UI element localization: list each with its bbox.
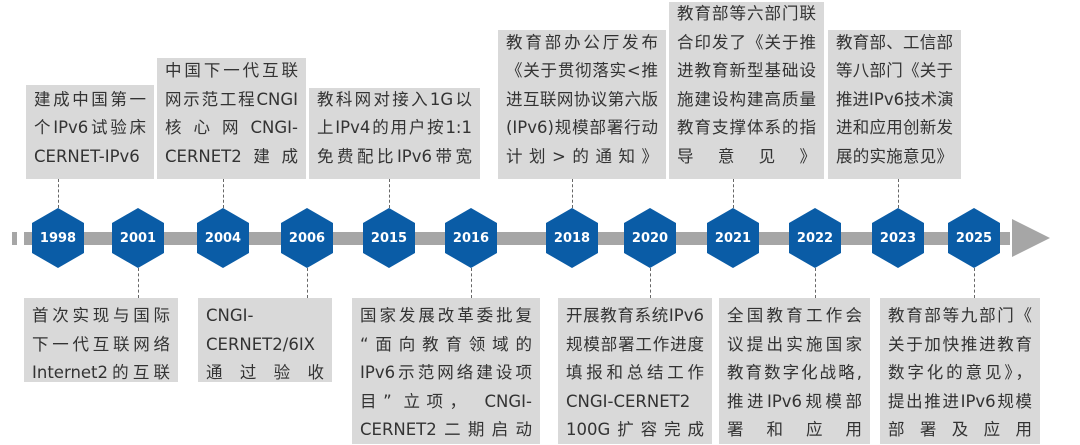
event-text-line: CERNET2二期启动 [360, 420, 532, 439]
event-text-line: 进和应用创新发 [836, 118, 953, 137]
event-text-line: 核 心 网 CNGI- [165, 118, 298, 137]
event-text-line: 提出推进IPv6规模 [888, 391, 1032, 411]
year-marker-2022: 2022 [789, 208, 841, 268]
year-marker-2018: 2018 [546, 208, 598, 268]
event-box-2025: 教育部等九部门《 关于加快推进教育 数字化的意见》， 提出推进IPv6规模 部署及应用 [880, 298, 1040, 444]
connector-line [974, 268, 975, 298]
event-text-line: 数字化的意见》， [888, 363, 1032, 382]
event-text-line: 教育部、工信部 [836, 32, 953, 52]
event-text-line: 施建设构建高质量 [677, 89, 816, 109]
event-text-line: 教育部办公厅发布 [506, 32, 658, 52]
event-box-2016: 国家发展改革委批复 “面向教育领域的 IPv6示范网络建设项 目” 立项， CNGI-… [352, 298, 540, 444]
year-marker-2004: 2004 [197, 208, 249, 268]
event-text-line: 导意见》 [677, 146, 816, 166]
event-text-line: 进互联网协议第六版 [506, 89, 658, 109]
event-text-line: 目” 立项， CNGI- [360, 391, 532, 411]
year-marker-2016: 2016 [445, 208, 497, 268]
event-text-line: 议提出实施国家 [727, 334, 862, 354]
event-text-line: 网示范工程CNGI [165, 89, 298, 109]
event-text-line: 下一代互联网络 [32, 334, 170, 354]
event-text-line: 个IPv6试验床 [34, 118, 146, 137]
event-text-line: 教科网对接入1G以 [317, 89, 472, 109]
connector-line [815, 268, 816, 298]
event-text-line: 全国教育工作会 [727, 306, 862, 325]
event-text-line: 通过验收 [206, 363, 324, 382]
event-text-line: 教育支撑体系的指 [677, 118, 816, 137]
event-text-line: 首次实现与国际 [32, 306, 170, 325]
year-marker-2006: 2006 [281, 208, 333, 268]
event-text-line: 国家发展改革委批复 [360, 306, 532, 325]
connector-line [389, 179, 390, 208]
event-text-line: CERNET-IPv6 [34, 146, 140, 166]
year-marker-2020: 2020 [624, 208, 676, 268]
event-text-line: 展的实施意见》 [836, 146, 953, 166]
event-text-line: CNGI- [206, 306, 254, 325]
event-box-2015: 教科网对接入1G以 上IPv4的用户按1:1 免费配比IPv6带宽 [309, 88, 480, 179]
event-box-2018: 教育部办公厅发布 《关于贯彻落实<推 进互联网协议第六版 (IPv6)规模部署行动 计划… [498, 30, 666, 179]
event-text-line: 教育数字化战略, [727, 363, 862, 382]
event-text-line: Internet2的互联 [32, 363, 170, 382]
event-text-line: 合印发了《关于推 [677, 32, 816, 52]
event-text-line: 中国下一代互联 [165, 61, 298, 80]
event-text-line: (IPv6)规模部署行动 [506, 118, 658, 137]
event-box-2022: 全国教育工作会 议提出实施国家 教育数字化战略, 推进IPv6规模部 署和应用 [719, 298, 870, 444]
event-text-line: “面向教育领域的 [360, 334, 532, 354]
event-text-line: IPv6示范网络建设项 [360, 363, 532, 382]
event-text-line: 推进IPv6技术演 [836, 89, 954, 109]
year-marker-2015: 2015 [363, 208, 415, 268]
event-text-line: 建成中国第一 [34, 89, 146, 109]
connector-line [650, 268, 651, 298]
event-text-line: 计划>的通知》 [506, 146, 658, 166]
event-text-line: CERNET2/6IX [206, 334, 315, 354]
event-text-line: 署和应用 [727, 420, 862, 439]
event-text-line: 教育部等九部门《 [888, 306, 1032, 325]
event-text-line: 上IPv4的用户按1:1 [317, 118, 472, 137]
event-text-line: 免费配比IPv6带宽 [317, 146, 472, 166]
timeline-arrow-icon [1012, 219, 1050, 257]
connector-line [223, 179, 224, 208]
event-text-line: 关于加快推进教育 [888, 334, 1032, 354]
event-text-line: CERNET2建成 [165, 146, 298, 166]
event-box-2001: 首次实现与国际 下一代互联网络 Internet2的互联 [24, 298, 178, 382]
event-box-2004: 中国下一代互联 网示范工程CNGI 核 心 网 CNGI- CERNET2建成 [157, 58, 306, 179]
timeline-bar-start [12, 232, 17, 245]
connector-line [58, 179, 59, 208]
connector-line [307, 268, 308, 298]
year-marker-2021: 2021 [707, 208, 759, 268]
event-text-line: 100G扩容完成 [566, 420, 704, 439]
connector-line [471, 268, 472, 298]
event-text-line: 填报和总结工作 [566, 363, 704, 382]
connector-line [898, 179, 899, 208]
event-box-1998: 建成中国第一 个IPv6试验床 CERNET-IPv6 [26, 85, 154, 179]
event-box-2006: CNGI- CERNET2/6IX 通过验收 [198, 298, 332, 382]
year-marker-1998: 1998 [32, 208, 84, 268]
event-text-line: 进教育新型基础设 [677, 61, 816, 80]
event-box-2020: 开展教育系统IPv6 规模部署工作进度 填报和总结工作 CNGI-CERNET2 100… [558, 298, 712, 444]
event-text-line: 推进IPv6规模部 [727, 391, 862, 411]
year-marker-2023: 2023 [872, 208, 924, 268]
event-text-line: 教育部等六部门联 [677, 4, 816, 23]
event-text-line: 开展教育系统IPv6 [566, 306, 704, 325]
timeline-bar [24, 232, 1010, 245]
year-marker-2025: 2025 [948, 208, 1000, 268]
event-text-line: 《关于贯彻落实<推 [506, 61, 658, 80]
event-text-line: 规模部署工作进度 [566, 334, 704, 354]
connector-line [138, 268, 139, 298]
event-text-line: 部署及应用 [888, 420, 1032, 439]
event-box-2023: 教育部、工信部 等八部门《关于 推进IPv6技术演 进和应用创新发 展的实施意见》 [828, 30, 961, 179]
connector-line [733, 179, 734, 208]
year-marker-2001: 2001 [112, 208, 164, 268]
event-text-line: 等八部门《关于 [836, 61, 953, 80]
event-box-2021: 教育部等六部门联 合印发了《关于推 进教育新型基础设 施建设构建高质量 教育支撑体系的指… [669, 2, 824, 179]
connector-line [572, 179, 573, 208]
event-text-line: CNGI-CERNET2 [566, 391, 691, 411]
